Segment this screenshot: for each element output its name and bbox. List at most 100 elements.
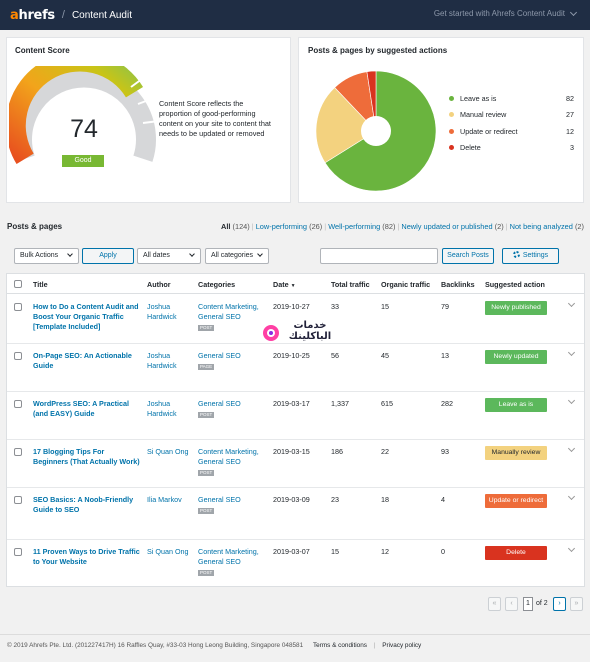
filter-count: (2) [494,222,504,231]
footer-divider [0,634,590,635]
first-page-button[interactable]: « [488,597,501,611]
filter-newly-updated-or-published[interactable]: Newly updated or published (2) [401,222,503,231]
post-title-link[interactable]: WordPress SEO: A Practical (and EASY) Gu… [33,399,130,418]
filter-count: (26) [309,222,323,231]
row-checkbox[interactable] [14,400,22,408]
column-total-traffic[interactable]: Total traffic [331,280,370,289]
post-backlinks: 13 [441,351,449,360]
suggested-action-badge[interactable]: Newly published [485,301,547,315]
suggested-action-badge[interactable]: Manually review [485,446,547,460]
post-title-link[interactable]: 17 Blogging Tips For Beginners (That Act… [33,447,140,466]
post-categories: General SEO POST [198,495,272,515]
settings-button[interactable]: Settings [502,248,559,264]
filter-low-performing[interactable]: Low-performing (26) [256,222,323,231]
post-type-badge: POST [198,470,215,476]
legend-count: 82 [566,93,574,103]
row-checkbox[interactable] [14,496,22,504]
table-row: 17 Blogging Tips For Beginners (That Act… [7,440,584,488]
filter-separator: | [505,222,508,231]
suggested-action-badge[interactable]: Leave as is [485,398,547,412]
suggested-action-badge[interactable]: Delete [485,546,547,560]
filter-well-performing[interactable]: Well-performing (82) [328,222,395,231]
filter-not-being-analyzed[interactable]: Not being analyzed (2) [510,222,584,231]
post-author-link[interactable]: Joshua Hardwick [147,351,177,370]
categories-filter-label: All categories [211,252,254,259]
post-date: 2019-03-15 [273,447,310,456]
top-bar: ahrefs / Content Audit Get started with … [0,0,590,30]
post-date: 2019-10-25 [273,351,310,360]
chevron-down-icon[interactable] [567,544,576,553]
post-title-link[interactable]: SEO Basics: A Noob-Friendly Guide to SEO [33,495,134,514]
column-title[interactable]: Title [33,280,48,289]
chevron-down-icon[interactable] [567,299,576,308]
table-row: 11 Proven Ways to Drive Traffic to Your … [7,540,584,587]
post-date: 2019-10-27 [273,302,310,311]
post-title-link[interactable]: On-Page SEO: An Actionable Guide [33,351,132,370]
chevron-down-icon[interactable] [567,348,576,357]
next-page-button[interactable]: › [553,597,566,611]
bulk-actions-select[interactable]: Bulk Actions [14,248,79,264]
search-posts-button[interactable]: Search Posts [442,248,494,264]
post-author-link[interactable]: Si Quan Ong [147,447,189,456]
prev-page-button[interactable]: ‹ [505,597,518,611]
chevron-down-icon[interactable] [567,492,576,501]
suggested-action-badge[interactable]: Newly updated [485,350,547,364]
column-categories[interactable]: Categories [198,280,236,289]
chevron-down-icon [257,251,263,257]
post-title-link[interactable]: 11 Proven Ways to Drive Traffic to Your … [33,547,140,566]
column-author[interactable]: Author [147,280,171,289]
row-checkbox[interactable] [14,448,22,456]
terms-link[interactable]: Terms & conditions [312,642,367,649]
post-categories: General SEO POST [198,399,272,419]
select-all-checkbox[interactable] [14,280,22,288]
donut-hole [361,116,391,146]
post-author-link[interactable]: Si Quan Ong [147,547,189,556]
last-page-button[interactable]: » [570,597,583,611]
chevron-down-icon[interactable] [567,444,576,453]
post-author-link[interactable]: Joshua Hardwick [147,302,177,321]
post-author-link[interactable]: Joshua Hardwick [147,399,177,418]
row-checkbox[interactable] [14,352,22,360]
pie-slice-manual-review[interactable] [315,87,377,164]
post-categories-link[interactable]: General SEO [198,351,241,360]
post-total-traffic: 33 [331,302,339,311]
filter-all[interactable]: All (124) [221,222,250,231]
post-categories-link[interactable]: Content Marketing, General SEO [198,302,259,321]
post-title-link[interactable]: How to Do a Content Audit and Boost Your… [33,302,139,331]
post-categories-link[interactable]: General SEO [198,399,241,408]
get-started-dropdown[interactable]: Get started with Ahrefs Content Audit [434,8,578,18]
posts-pages-title: Posts & pages [7,222,63,231]
post-categories-link[interactable]: Content Marketing, General SEO [198,547,259,566]
filter-label: All [220,222,231,231]
settings-label: Settings [522,252,549,259]
post-categories-link[interactable]: General SEO [198,495,241,504]
post-backlinks: 0 [441,547,445,556]
privacy-link[interactable]: Privacy policy [382,642,422,649]
column-organic-traffic[interactable]: Organic traffic [381,280,431,289]
legend-item: Update or redirect 12 [449,123,574,140]
current-page-input[interactable]: 1 [523,597,533,611]
legend-count: 3 [570,143,574,153]
search-input[interactable] [320,248,438,264]
table-row: SEO Basics: A Noob-Friendly Guide to SEO… [7,488,584,540]
dates-filter-select[interactable]: All dates [137,248,201,264]
post-categories-link[interactable]: Content Marketing, General SEO [198,447,259,466]
pie-slice-delete[interactable] [366,70,377,132]
row-checkbox[interactable] [14,548,22,556]
categories-filter-select[interactable]: All categories [205,248,269,264]
column-backlinks[interactable]: Backlinks [441,280,475,289]
column-date[interactable]: Date ▼ [273,280,296,289]
post-author-link[interactable]: Ilia Markov [147,495,182,504]
ahrefs-logo[interactable]: ahrefs [10,7,55,23]
watermark-emblem-icon [263,325,279,341]
row-checkbox[interactable] [14,303,22,311]
apply-button[interactable]: Apply [82,248,134,264]
footer-copyright: © 2019 Ahrefs Pte. Ltd. (201227417H) 16 … [7,642,304,649]
watermark-text: خدمات الباكلينك [282,320,338,342]
suggested-action-badge[interactable]: Update or redirect [485,494,547,508]
table-header: Title Author Categories Date ▼ Total tra… [7,274,584,294]
post-total-traffic: 15 [331,547,339,556]
chevron-down-icon[interactable] [567,396,576,405]
table-row: On-Page SEO: An Actionable Guide Joshua … [7,344,584,392]
posts-table: Title Author Categories Date ▼ Total tra… [6,273,585,587]
